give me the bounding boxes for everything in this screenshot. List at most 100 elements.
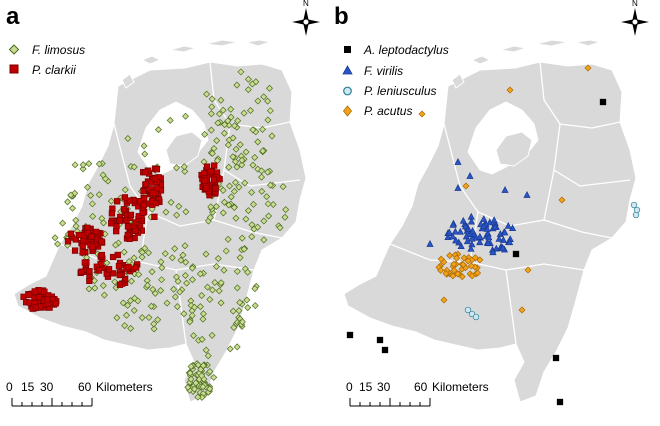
occurrence-marker-f-virilis <box>445 228 453 236</box>
occurrence-marker-p-clarkii <box>211 162 218 169</box>
occurrence-marker-f-limosus <box>233 267 241 275</box>
legend-item-f-limosus: F. limosus <box>8 43 85 57</box>
occurrence-marker-f-limosus <box>95 160 103 168</box>
occurrence-marker-f-limosus <box>154 126 162 134</box>
occurrence-marker-f-limosus <box>111 278 119 286</box>
occurrence-marker-f-limosus <box>194 393 202 401</box>
wadden-islands <box>121 39 272 89</box>
occurrence-marker-p-clarkii <box>124 223 132 230</box>
scale-tick-0: 0 <box>6 380 13 394</box>
occurrence-marker-f-limosus <box>113 314 121 322</box>
occurrence-marker-f-limosus <box>182 208 190 216</box>
occurrence-marker-f-virilis <box>499 244 507 252</box>
occurrence-marker-f-limosus <box>188 312 196 320</box>
occurrence-marker-p-clarkii <box>84 224 91 231</box>
occurrence-marker-f-limosus <box>72 222 80 230</box>
occurrence-marker-f-virilis <box>452 236 460 244</box>
occurrence-marker-p-acutus <box>584 64 592 72</box>
occurrence-marker-f-virilis <box>449 220 457 228</box>
occurrence-marker-f-limosus <box>236 141 244 149</box>
occurrence-marker-f-limosus <box>220 198 228 206</box>
occurrence-marker-p-acutus <box>524 266 532 274</box>
occurrence-marker-p-acutus <box>558 196 566 204</box>
occurrence-marker-f-virilis <box>466 172 474 179</box>
occurrence-marker-f-virilis <box>523 191 531 198</box>
legend-swatch <box>344 46 351 53</box>
occurrence-marker-p-clarkii <box>64 238 72 245</box>
occurrence-marker-f-virilis <box>456 227 464 235</box>
occurrence-marker-f-limosus <box>167 198 175 206</box>
occurrence-marker-p-clarkii <box>151 213 158 220</box>
legend-swatch <box>342 105 353 117</box>
occurrence-marker-f-limosus <box>225 163 233 171</box>
occurrence-marker-f-limosus <box>208 331 216 339</box>
occurrence-marker-p-acutus <box>440 296 448 304</box>
occurrence-marker-f-limosus <box>181 167 189 175</box>
occurrence-marker-f-limosus <box>145 314 153 322</box>
occurrence-marker-f-limosus <box>260 236 268 244</box>
occurrence-marker-f-limosus <box>254 223 262 231</box>
occurrence-marker-f-limosus <box>244 268 252 276</box>
occurrence-marker-f-limosus <box>234 117 242 125</box>
occurrence-marker-f-limosus <box>244 304 252 312</box>
netherlands-map <box>343 39 637 403</box>
occurrence-marker-p-clarkii <box>127 211 135 219</box>
occurrence-marker-f-limosus <box>230 122 238 130</box>
occurrence-marker-f-limosus <box>281 213 289 221</box>
occurrence-marker-f-limosus <box>207 126 215 134</box>
occurrence-marker-f-virilis <box>489 248 497 256</box>
occurrence-marker-f-limosus <box>196 270 204 278</box>
legend-label: F. virilis <box>364 64 403 78</box>
occurrence-marker-f-limosus <box>173 164 181 172</box>
occurrence-marker-p-acutus <box>454 270 462 278</box>
occurrence-marker-f-limosus <box>130 307 138 315</box>
compass-rose: N <box>292 0 320 36</box>
occurrence-marker-p-acutus <box>476 256 484 264</box>
occurrence-marker-f-limosus <box>242 148 250 156</box>
occurrence-marker-f-limosus <box>199 383 207 391</box>
occurrence-marker-f-limosus <box>219 209 227 217</box>
occurrence-marker-p-clarkii <box>88 233 95 240</box>
occurrence-marker-p-clarkii <box>81 259 88 266</box>
occurrence-marker-f-limosus <box>187 363 195 371</box>
occurrence-marker-f-limosus <box>204 352 212 360</box>
occurrence-marker-f-limosus <box>208 103 216 111</box>
occurrence-marker-f-limosus <box>148 268 156 276</box>
occurrence-marker-f-limosus <box>220 266 228 274</box>
occurrence-marker-f-limosus <box>264 116 272 124</box>
occurrence-marker-p-clarkii <box>152 199 160 207</box>
occurrence-marker-f-limosus <box>244 207 252 215</box>
occurrence-marker-f-limosus <box>211 278 219 286</box>
occurrence-marker-f-limosus <box>213 137 221 145</box>
occurrence-marker-f-limosus <box>206 385 214 393</box>
occurrence-marker-a-leptodactylus <box>556 398 564 406</box>
occurrence-marker-f-limosus <box>171 245 179 253</box>
occurrence-marker-f-limosus <box>233 163 241 171</box>
occurrence-marker-p-clarkii <box>140 202 148 209</box>
occurrence-marker-a-leptodactylus <box>376 336 384 344</box>
occurrence-marker-p-clarkii <box>35 294 43 301</box>
occurrence-marker-f-limosus <box>238 318 246 326</box>
occurrence-marker-f-limosus <box>229 153 237 161</box>
occurrence-marker-f-limosus <box>79 161 87 169</box>
occurrence-marker-f-limosus <box>174 277 182 285</box>
legend-b: b A. leptodactylus F. virilis P. leniusc… <box>334 3 449 118</box>
occurrence-marker-f-limosus <box>135 270 143 278</box>
occurrence-marker-f-limosus <box>244 75 252 83</box>
occurrence-marker-f-limosus <box>240 245 248 253</box>
occurrence-marker-f-limosus <box>204 283 212 291</box>
occurrence-marker-f-virilis <box>490 216 498 224</box>
occurrence-marker-f-limosus <box>229 134 237 142</box>
legend-item-a-leptodactylus: A. leptodactylus <box>344 43 449 57</box>
occurrence-marker-f-limosus <box>64 198 72 206</box>
occurrence-marker-p-clarkii <box>43 296 51 303</box>
occurrence-marker-p-clarkii <box>124 231 131 239</box>
occurrence-marker-f-limosus <box>251 154 259 161</box>
occurrence-marker-p-leniusculus <box>633 206 641 214</box>
occurrence-marker-p-clarkii <box>110 270 117 277</box>
occurrence-marker-f-limosus <box>208 95 216 103</box>
occurrence-marker-p-acutus <box>459 261 467 269</box>
occurrence-marker-p-clarkii <box>116 217 123 224</box>
occurrence-marker-f-limosus <box>119 299 127 307</box>
map-svg-a: a F. limosus P. clarkii N 0 15 30 60 Kil… <box>6 0 320 407</box>
